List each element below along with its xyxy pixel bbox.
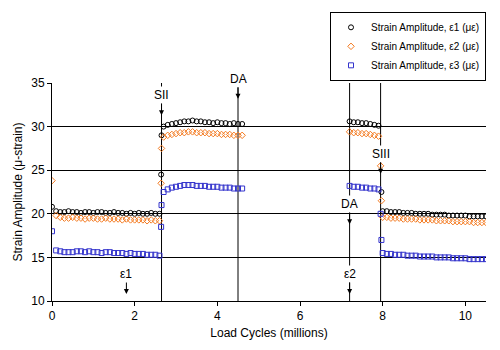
svg-text:DA: DA bbox=[230, 72, 247, 86]
svg-text:10: 10 bbox=[459, 309, 473, 323]
svg-text:Load Cycles (millions): Load Cycles (millions) bbox=[210, 326, 327, 340]
svg-text:2: 2 bbox=[131, 309, 138, 323]
svg-text:SII: SII bbox=[154, 88, 169, 102]
svg-text:Strain Amplitude, ε1 (με): Strain Amplitude, ε1 (με) bbox=[371, 22, 479, 33]
svg-text:DA: DA bbox=[341, 197, 358, 211]
svg-text:35: 35 bbox=[31, 76, 45, 90]
svg-text:20: 20 bbox=[31, 207, 45, 221]
svg-text:10: 10 bbox=[31, 294, 45, 308]
svg-text:4: 4 bbox=[214, 309, 221, 323]
svg-text:25: 25 bbox=[31, 163, 45, 177]
svg-text:0: 0 bbox=[49, 309, 56, 323]
svg-text:ε1: ε1 bbox=[120, 267, 132, 281]
svg-text:ε2: ε2 bbox=[344, 267, 356, 281]
svg-text:6: 6 bbox=[297, 309, 304, 323]
svg-text:Strain Amplitude (μ-strain): Strain Amplitude (μ-strain) bbox=[11, 123, 25, 262]
svg-text:Strain Amplitude, ε2 (με): Strain Amplitude, ε2 (με) bbox=[371, 41, 479, 52]
svg-text:15: 15 bbox=[31, 251, 45, 265]
svg-text:SIII: SIII bbox=[372, 147, 390, 161]
svg-text:8: 8 bbox=[379, 309, 386, 323]
svg-text:30: 30 bbox=[31, 120, 45, 134]
svg-text:Strain Amplitude, ε3 (με): Strain Amplitude, ε3 (με) bbox=[371, 60, 479, 71]
